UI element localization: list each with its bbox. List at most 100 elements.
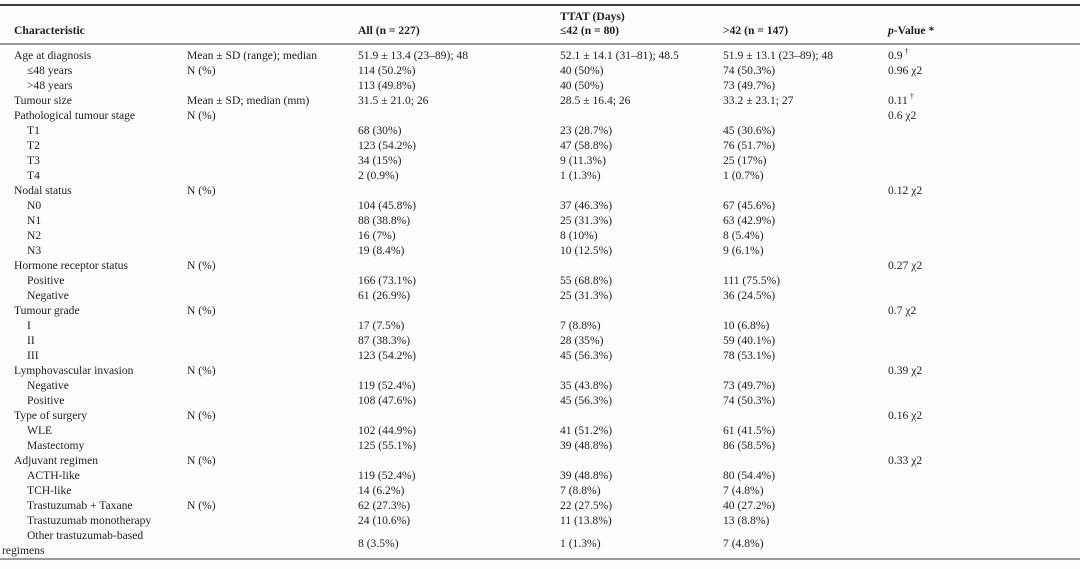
cell-pvalue: 0.6 χ2 bbox=[888, 109, 917, 122]
row-label: Age at diagnosis bbox=[14, 49, 92, 62]
row-descriptor: N (%) bbox=[187, 454, 216, 467]
cell-pvalue bbox=[888, 198, 1080, 213]
cell-le42: 9 (11.3%) bbox=[560, 154, 606, 167]
cell-pvalue: 0.11 † bbox=[888, 93, 914, 107]
cell-gt42: 74 (50.3%) bbox=[723, 64, 776, 77]
cell-pvalue bbox=[888, 213, 1080, 228]
table-row: I 17 (7.5%) 7 (8.8%) 10 (6.8%) bbox=[0, 318, 1080, 333]
row-label: ≤48 years bbox=[27, 64, 73, 77]
row-label: Tumour size bbox=[14, 94, 72, 107]
row-label: Trastuzumab monotherapy bbox=[27, 514, 152, 527]
table-row: Trastuzumab + Taxane N (%) 62 (27.3%) 22 (2… bbox=[0, 498, 1080, 513]
cell-all bbox=[358, 453, 560, 468]
row-descriptor bbox=[187, 78, 358, 93]
cell-le42 bbox=[560, 303, 723, 318]
row-label: Positive bbox=[27, 274, 65, 287]
cell-all: 88 (38.8%) bbox=[358, 214, 411, 227]
cell-pvalue bbox=[888, 318, 1080, 333]
cell-le42: 55 (68.8%) bbox=[560, 274, 613, 287]
cell-pvalue bbox=[888, 333, 1080, 348]
table-row: Age at diagnosis Mean ± SD (range); media… bbox=[0, 44, 1080, 63]
cell-gt42: 7 (4.8%) bbox=[723, 484, 764, 497]
cell-gt42 bbox=[723, 453, 888, 468]
cell-gt42: 61 (41.5%) bbox=[723, 424, 776, 437]
cell-le42 bbox=[560, 453, 723, 468]
row-label: Type of surgery bbox=[14, 409, 88, 422]
cell-all: 34 (15%) bbox=[358, 154, 402, 167]
col-header-characteristic: Characteristic bbox=[0, 24, 187, 45]
cell-le42: 39 (48.8%) bbox=[560, 439, 613, 452]
cell-all: 14 (6.2%) bbox=[358, 484, 405, 497]
cell-gt42: 78 (53.1%) bbox=[723, 349, 776, 362]
cell-pvalue bbox=[888, 438, 1080, 453]
cell-le42: 45 (56.3%) bbox=[560, 349, 613, 362]
row-label: Hormone receptor status bbox=[14, 259, 128, 272]
cell-all: 19 (8.4%) bbox=[358, 244, 405, 257]
cell-all: 24 (10.6%) bbox=[358, 514, 411, 527]
table-row: Tumour size Mean ± SD; median (mm) 31.5 ± … bbox=[0, 93, 1080, 108]
row-descriptor bbox=[187, 228, 358, 243]
table-row: N1 88 (38.8%) 25 (31.3%) 63 (42.9%) bbox=[0, 213, 1080, 228]
row-descriptor: N (%) bbox=[187, 64, 216, 77]
cell-le42: 52.1 ± 14.1 (31–81); 48.5 bbox=[560, 49, 679, 62]
cell-pvalue bbox=[888, 168, 1080, 183]
cell-le42 bbox=[560, 258, 723, 273]
row-descriptor: N (%) bbox=[187, 184, 216, 197]
row-label: T3 bbox=[27, 154, 40, 167]
cell-pvalue: 0.27 χ2 bbox=[888, 259, 923, 272]
row-label: Negative bbox=[27, 379, 69, 392]
table-row: Trastuzumab monotherapy 24 (10.6%) 11 (13.… bbox=[0, 513, 1080, 528]
table-row: Adjuvant regimen N (%) 0.33 χ2 bbox=[0, 453, 1080, 468]
row-label: Other trastuzumab-based regimens bbox=[2, 529, 144, 557]
group-header-ttat: TTAT (Days) bbox=[560, 10, 625, 23]
cell-le42: 35 (43.8%) bbox=[560, 379, 613, 392]
cell-pvalue: 0.7 χ2 bbox=[888, 304, 917, 317]
table-row: Tumour grade N (%) 0.7 χ2 bbox=[0, 303, 1080, 318]
cell-pvalue bbox=[888, 498, 1080, 513]
row-label: TCH-like bbox=[27, 484, 72, 497]
cell-gt42 bbox=[723, 258, 888, 273]
row-label: Mastectomy bbox=[27, 439, 85, 452]
row-label: I bbox=[27, 319, 31, 332]
row-descriptor bbox=[187, 138, 358, 153]
table-row: T2 123 (54.2%) 47 (58.8%) 76 (51.7%) bbox=[0, 138, 1080, 153]
cell-pvalue bbox=[888, 468, 1080, 483]
cell-gt42: 7 (4.8%) bbox=[723, 536, 764, 550]
table-row: N0 104 (45.8%) 37 (46.3%) 67 (45.6%) bbox=[0, 198, 1080, 213]
cell-gt42: 59 (40.1%) bbox=[723, 334, 776, 347]
cell-le42: 40 (50%) bbox=[560, 64, 604, 77]
row-descriptor bbox=[187, 153, 358, 168]
cell-gt42: 13 (8.8%) bbox=[723, 514, 770, 527]
cell-gt42 bbox=[723, 108, 888, 123]
cell-le42: 40 (50%) bbox=[560, 79, 604, 92]
row-label: III bbox=[27, 349, 39, 362]
row-label: II bbox=[27, 334, 35, 347]
cell-pvalue bbox=[888, 528, 1080, 559]
cell-le42: 37 (46.3%) bbox=[560, 199, 613, 212]
row-descriptor bbox=[187, 243, 358, 258]
row-label: T2 bbox=[27, 139, 40, 152]
cell-pvalue bbox=[888, 348, 1080, 363]
cell-gt42: 9 (6.1%) bbox=[723, 244, 764, 257]
row-label: ACTH-like bbox=[27, 469, 80, 482]
cell-gt42: 51.9 ± 13.1 (23–89); 48 bbox=[723, 49, 834, 62]
cell-all: 62 (27.3%) bbox=[358, 499, 411, 512]
col-header-descriptor bbox=[187, 24, 358, 45]
cell-gt42: 86 (58.5%) bbox=[723, 439, 776, 452]
table-row: Type of surgery N (%) 0.16 χ2 bbox=[0, 408, 1080, 423]
cell-all: 108 (47.6%) bbox=[358, 394, 416, 407]
cell-all: 87 (38.3%) bbox=[358, 334, 411, 347]
cell-pvalue bbox=[888, 228, 1080, 243]
table-row: Pathological tumour stage N (%) 0.6 χ2 bbox=[0, 108, 1080, 123]
cell-gt42: 73 (49.7%) bbox=[723, 379, 776, 392]
row-descriptor: N (%) bbox=[187, 259, 216, 272]
cell-le42: 25 (31.3%) bbox=[560, 289, 613, 302]
table-row: Negative 61 (26.9%) 25 (31.3%) 36 (24.5%) bbox=[0, 288, 1080, 303]
cell-pvalue bbox=[888, 288, 1080, 303]
cell-gt42: 76 (51.7%) bbox=[723, 139, 776, 152]
table-row: T1 68 (30%) 23 (28.7%) 45 (30.6%) bbox=[0, 123, 1080, 138]
cell-pvalue bbox=[888, 78, 1080, 93]
row-descriptor bbox=[187, 468, 358, 483]
table-row: Hormone receptor status N (%) 0.27 χ2 bbox=[0, 258, 1080, 273]
cell-gt42 bbox=[723, 183, 888, 198]
